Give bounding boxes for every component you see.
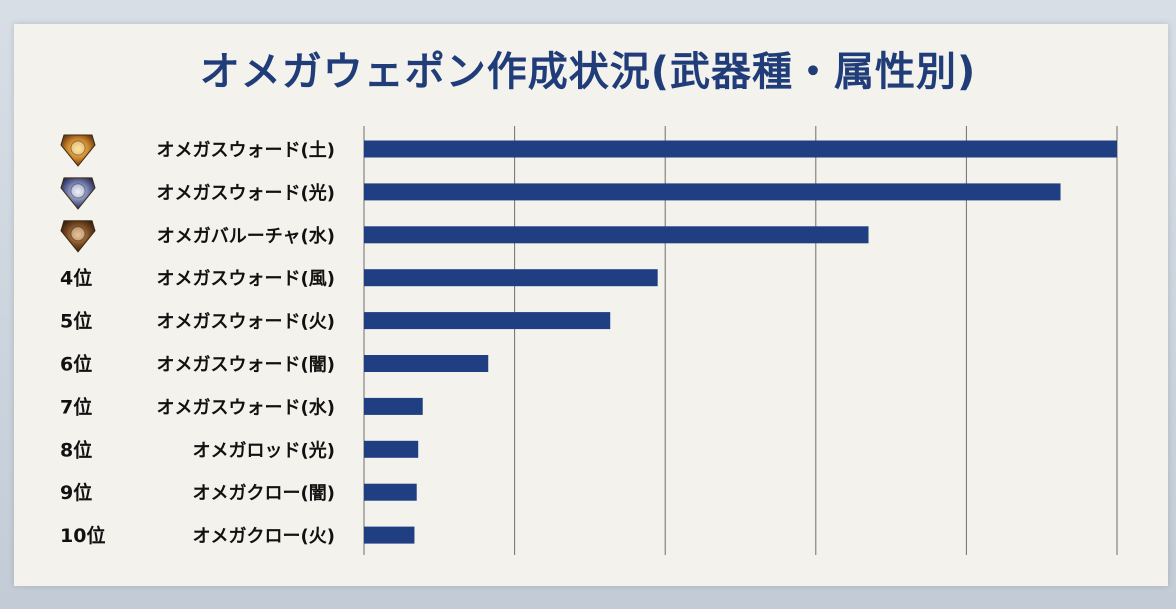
bar xyxy=(364,140,1117,158)
bar xyxy=(364,312,611,330)
category-label: オメガスウォード(土) xyxy=(157,140,335,161)
chart-panel xyxy=(14,24,1168,586)
rank-1-medal-icon xyxy=(60,134,96,167)
category-label: オメガスウォード(水) xyxy=(157,396,335,418)
rank-label: 8位 xyxy=(60,438,92,461)
rank-label: 10位 xyxy=(60,524,105,547)
rank-3-medal-icon xyxy=(60,220,96,253)
category-label: オメガクロー(火) xyxy=(193,526,335,547)
chart-title: オメガウェポン作成状況(武器種・属性別) xyxy=(199,49,977,95)
bar xyxy=(364,183,1061,201)
category-label: オメガロッド(光) xyxy=(193,439,335,461)
category-label: オメガバルーチャ(水) xyxy=(157,225,335,247)
rank-label: 5位 xyxy=(60,310,92,333)
bar xyxy=(364,355,489,372)
bar xyxy=(364,397,423,415)
rank-label: 7位 xyxy=(60,395,92,418)
category-label: オメガスウォード(火) xyxy=(157,312,335,333)
bar xyxy=(364,483,417,501)
rank-label: 4位 xyxy=(60,267,92,290)
bar xyxy=(364,440,419,458)
rank-label: 6位 xyxy=(60,353,92,376)
rank-2-medal-icon xyxy=(60,177,96,210)
category-label: オメガクロー(闇) xyxy=(193,483,335,504)
bar xyxy=(364,269,658,287)
category-label: オメガスウォード(風) xyxy=(157,269,335,290)
category-label: オメガスウォード(闇) xyxy=(157,355,335,376)
category-label: オメガスウォード(光) xyxy=(157,182,335,204)
bar xyxy=(364,226,869,244)
rank-label: 9位 xyxy=(60,481,92,504)
bar xyxy=(364,526,415,544)
